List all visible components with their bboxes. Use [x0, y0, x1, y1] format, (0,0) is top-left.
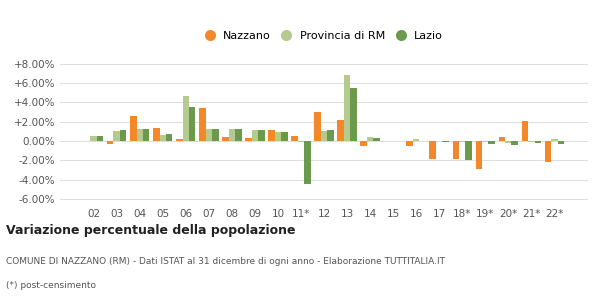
Bar [466, 141, 472, 161]
Bar [505, 141, 511, 143]
Bar [337, 120, 344, 141]
Bar [166, 134, 172, 141]
Bar [344, 75, 350, 141]
Bar [268, 130, 275, 141]
Bar [258, 130, 265, 141]
Bar [367, 137, 373, 141]
Bar [521, 121, 528, 141]
Bar [452, 141, 459, 158]
Bar [281, 132, 287, 141]
Bar [499, 137, 505, 141]
Legend: Nazzano, Provincia di RM, Lazio: Nazzano, Provincia di RM, Lazio [201, 27, 447, 45]
Bar [143, 130, 149, 141]
Bar [91, 136, 97, 141]
Bar [304, 141, 311, 184]
Bar [229, 130, 235, 141]
Bar [413, 139, 419, 141]
Bar [182, 96, 189, 141]
Bar [251, 130, 258, 141]
Bar [361, 141, 367, 146]
Text: (*) post-censimento: (*) post-censimento [6, 281, 96, 290]
Bar [275, 132, 281, 141]
Bar [488, 141, 495, 144]
Bar [189, 107, 196, 141]
Bar [314, 112, 321, 141]
Bar [557, 141, 564, 144]
Bar [212, 130, 218, 141]
Bar [153, 128, 160, 141]
Bar [137, 128, 143, 141]
Bar [160, 135, 166, 141]
Bar [430, 141, 436, 158]
Bar [120, 130, 127, 141]
Bar [206, 130, 212, 141]
Bar [176, 139, 182, 141]
Bar [406, 141, 413, 146]
Bar [545, 141, 551, 162]
Bar [476, 141, 482, 169]
Bar [442, 141, 449, 142]
Bar [199, 108, 206, 141]
Bar [235, 130, 242, 141]
Bar [291, 136, 298, 141]
Bar [222, 137, 229, 141]
Bar [327, 130, 334, 141]
Bar [459, 141, 466, 142]
Bar [107, 141, 113, 144]
Bar [350, 88, 357, 141]
Bar [245, 138, 251, 141]
Bar [511, 141, 518, 145]
Bar [130, 116, 137, 141]
Bar [482, 141, 488, 142]
Bar [321, 131, 327, 141]
Text: Variazione percentuale della popolazione: Variazione percentuale della popolazione [6, 224, 296, 237]
Bar [113, 131, 120, 141]
Bar [551, 139, 557, 141]
Bar [535, 141, 541, 143]
Bar [373, 138, 380, 141]
Bar [97, 136, 103, 141]
Bar [298, 141, 304, 142]
Bar [528, 141, 535, 142]
Text: COMUNE DI NAZZANO (RM) - Dati ISTAT al 31 dicembre di ogni anno - Elaborazione T: COMUNE DI NAZZANO (RM) - Dati ISTAT al 3… [6, 257, 445, 266]
